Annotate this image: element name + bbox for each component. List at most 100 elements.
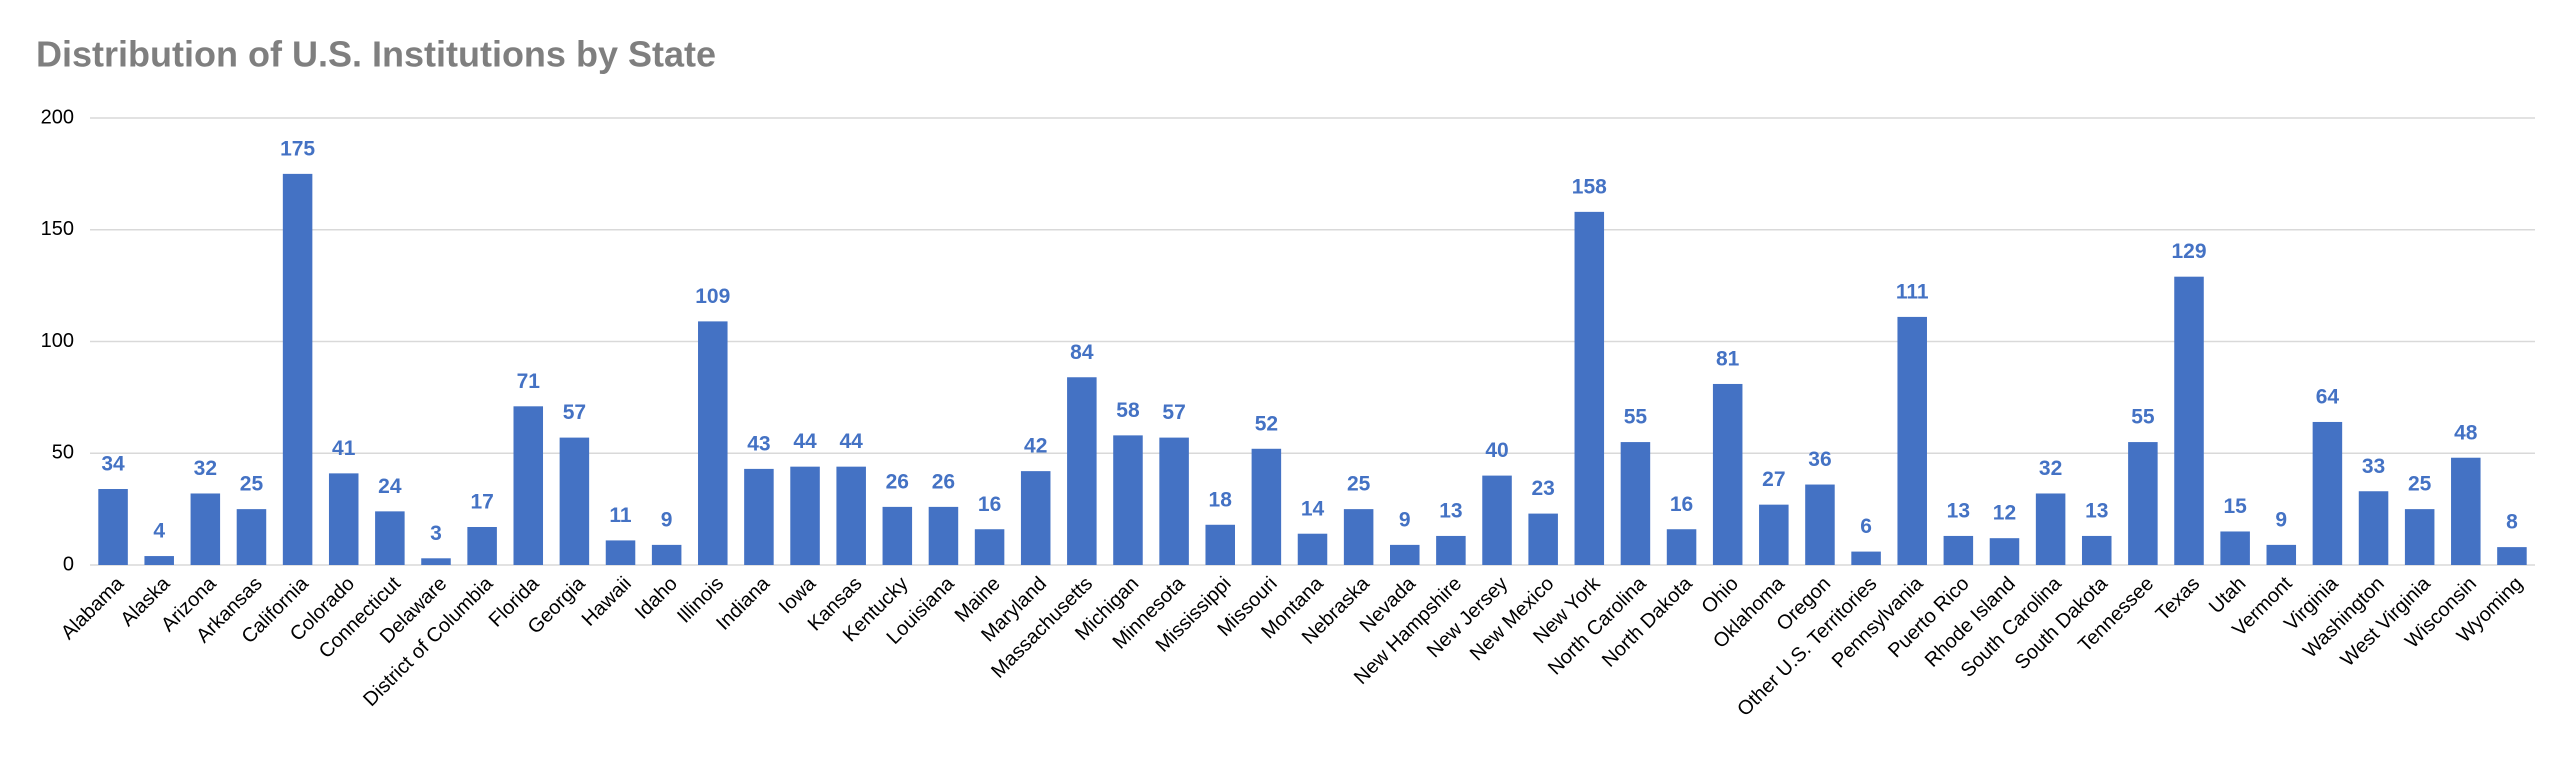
bar bbox=[2128, 442, 2158, 565]
bar bbox=[1205, 524, 1235, 565]
x-tick-label: Texas bbox=[2152, 573, 2205, 626]
bar bbox=[421, 558, 451, 565]
value-label: 158 bbox=[1572, 175, 1607, 198]
value-label: 43 bbox=[747, 432, 770, 455]
bar bbox=[2358, 491, 2389, 565]
bar bbox=[1989, 538, 2020, 565]
value-label: 13 bbox=[1439, 499, 1462, 522]
bar bbox=[974, 529, 1005, 565]
value-label: 40 bbox=[1485, 439, 1508, 462]
value-label: 18 bbox=[1209, 488, 1233, 511]
bar bbox=[1251, 448, 1282, 565]
y-tick-label: 0 bbox=[63, 553, 74, 575]
bar bbox=[190, 493, 221, 565]
bar bbox=[236, 509, 267, 565]
value-label: 6 bbox=[1860, 515, 1872, 538]
value-label: 25 bbox=[2408, 473, 2432, 496]
value-label: 25 bbox=[1347, 473, 1371, 496]
bar bbox=[1343, 509, 1374, 565]
bar bbox=[1297, 533, 1328, 565]
chart-title: Distribution of U.S. Institutions by Sta… bbox=[36, 34, 716, 75]
bar bbox=[1712, 383, 1743, 565]
bar bbox=[513, 406, 544, 565]
bar bbox=[2081, 535, 2112, 565]
bar bbox=[328, 473, 359, 565]
bar bbox=[2497, 547, 2527, 565]
bar bbox=[1482, 475, 1512, 565]
y-tick-label: 150 bbox=[41, 218, 74, 240]
bar bbox=[144, 556, 174, 565]
value-label: 71 bbox=[517, 370, 541, 393]
value-label: 17 bbox=[470, 491, 493, 514]
value-label: 64 bbox=[2316, 386, 2340, 409]
bar bbox=[1851, 551, 1881, 565]
bar bbox=[1436, 535, 1466, 565]
y-tick-label: 200 bbox=[41, 106, 74, 128]
bar bbox=[1620, 442, 1651, 565]
value-label: 109 bbox=[695, 285, 730, 308]
value-label: 42 bbox=[1024, 435, 1047, 458]
bar bbox=[1113, 435, 1143, 565]
bar bbox=[1067, 377, 1097, 565]
bar bbox=[98, 489, 128, 565]
bar bbox=[882, 506, 913, 565]
bar bbox=[2404, 509, 2435, 565]
value-label: 129 bbox=[2171, 240, 2206, 263]
bar bbox=[1666, 529, 1697, 565]
value-label: 55 bbox=[2131, 406, 2155, 429]
value-label: 41 bbox=[332, 437, 356, 460]
bar bbox=[2312, 421, 2343, 565]
bar bbox=[2220, 531, 2250, 565]
value-label: 34 bbox=[101, 453, 125, 476]
value-label: 24 bbox=[378, 475, 402, 498]
value-label: 4 bbox=[153, 520, 165, 543]
value-label: 52 bbox=[1255, 412, 1278, 435]
y-tick-label: 50 bbox=[52, 442, 74, 464]
bar bbox=[605, 540, 636, 565]
bar bbox=[790, 466, 820, 565]
value-label: 44 bbox=[839, 430, 863, 453]
bar bbox=[1574, 211, 1605, 565]
value-label: 13 bbox=[2085, 499, 2108, 522]
bar bbox=[1897, 316, 1927, 565]
value-label: 111 bbox=[1896, 280, 1929, 303]
value-label: 14 bbox=[1301, 497, 1325, 520]
value-label: 9 bbox=[1399, 508, 1411, 531]
bar bbox=[375, 511, 405, 565]
bar bbox=[2035, 493, 2066, 565]
bar bbox=[2266, 544, 2297, 565]
bar bbox=[1020, 471, 1051, 565]
value-label: 13 bbox=[1947, 499, 1970, 522]
value-label: 3 bbox=[430, 522, 442, 545]
value-label: 9 bbox=[661, 508, 673, 531]
value-label: 9 bbox=[2275, 508, 2287, 531]
x-tick-label: Hawaii bbox=[578, 573, 636, 631]
value-label: 44 bbox=[793, 430, 817, 453]
value-label: 16 bbox=[1670, 493, 1693, 516]
bar bbox=[467, 527, 497, 565]
bar bbox=[1528, 513, 1558, 565]
bar bbox=[2174, 276, 2204, 565]
value-label: 55 bbox=[1624, 406, 1648, 429]
value-label: 26 bbox=[886, 470, 909, 493]
value-label: 27 bbox=[1762, 468, 1785, 491]
value-label: 175 bbox=[280, 137, 315, 160]
value-label: 11 bbox=[609, 504, 632, 527]
value-label: 8 bbox=[2506, 511, 2518, 534]
value-label: 36 bbox=[1808, 448, 1831, 471]
bar bbox=[1943, 535, 1974, 565]
value-label: 32 bbox=[2039, 457, 2062, 480]
value-label: 15 bbox=[2223, 495, 2247, 518]
bar bbox=[282, 173, 313, 565]
value-label: 32 bbox=[194, 457, 217, 480]
bar bbox=[1390, 544, 1420, 565]
value-label: 81 bbox=[1716, 348, 1740, 371]
bar bbox=[1159, 437, 1189, 565]
bar bbox=[1805, 484, 1835, 565]
bar bbox=[559, 437, 590, 565]
value-label: 84 bbox=[1070, 341, 1094, 364]
bar bbox=[698, 321, 728, 565]
bar bbox=[928, 506, 959, 565]
value-label: 33 bbox=[2362, 455, 2385, 478]
